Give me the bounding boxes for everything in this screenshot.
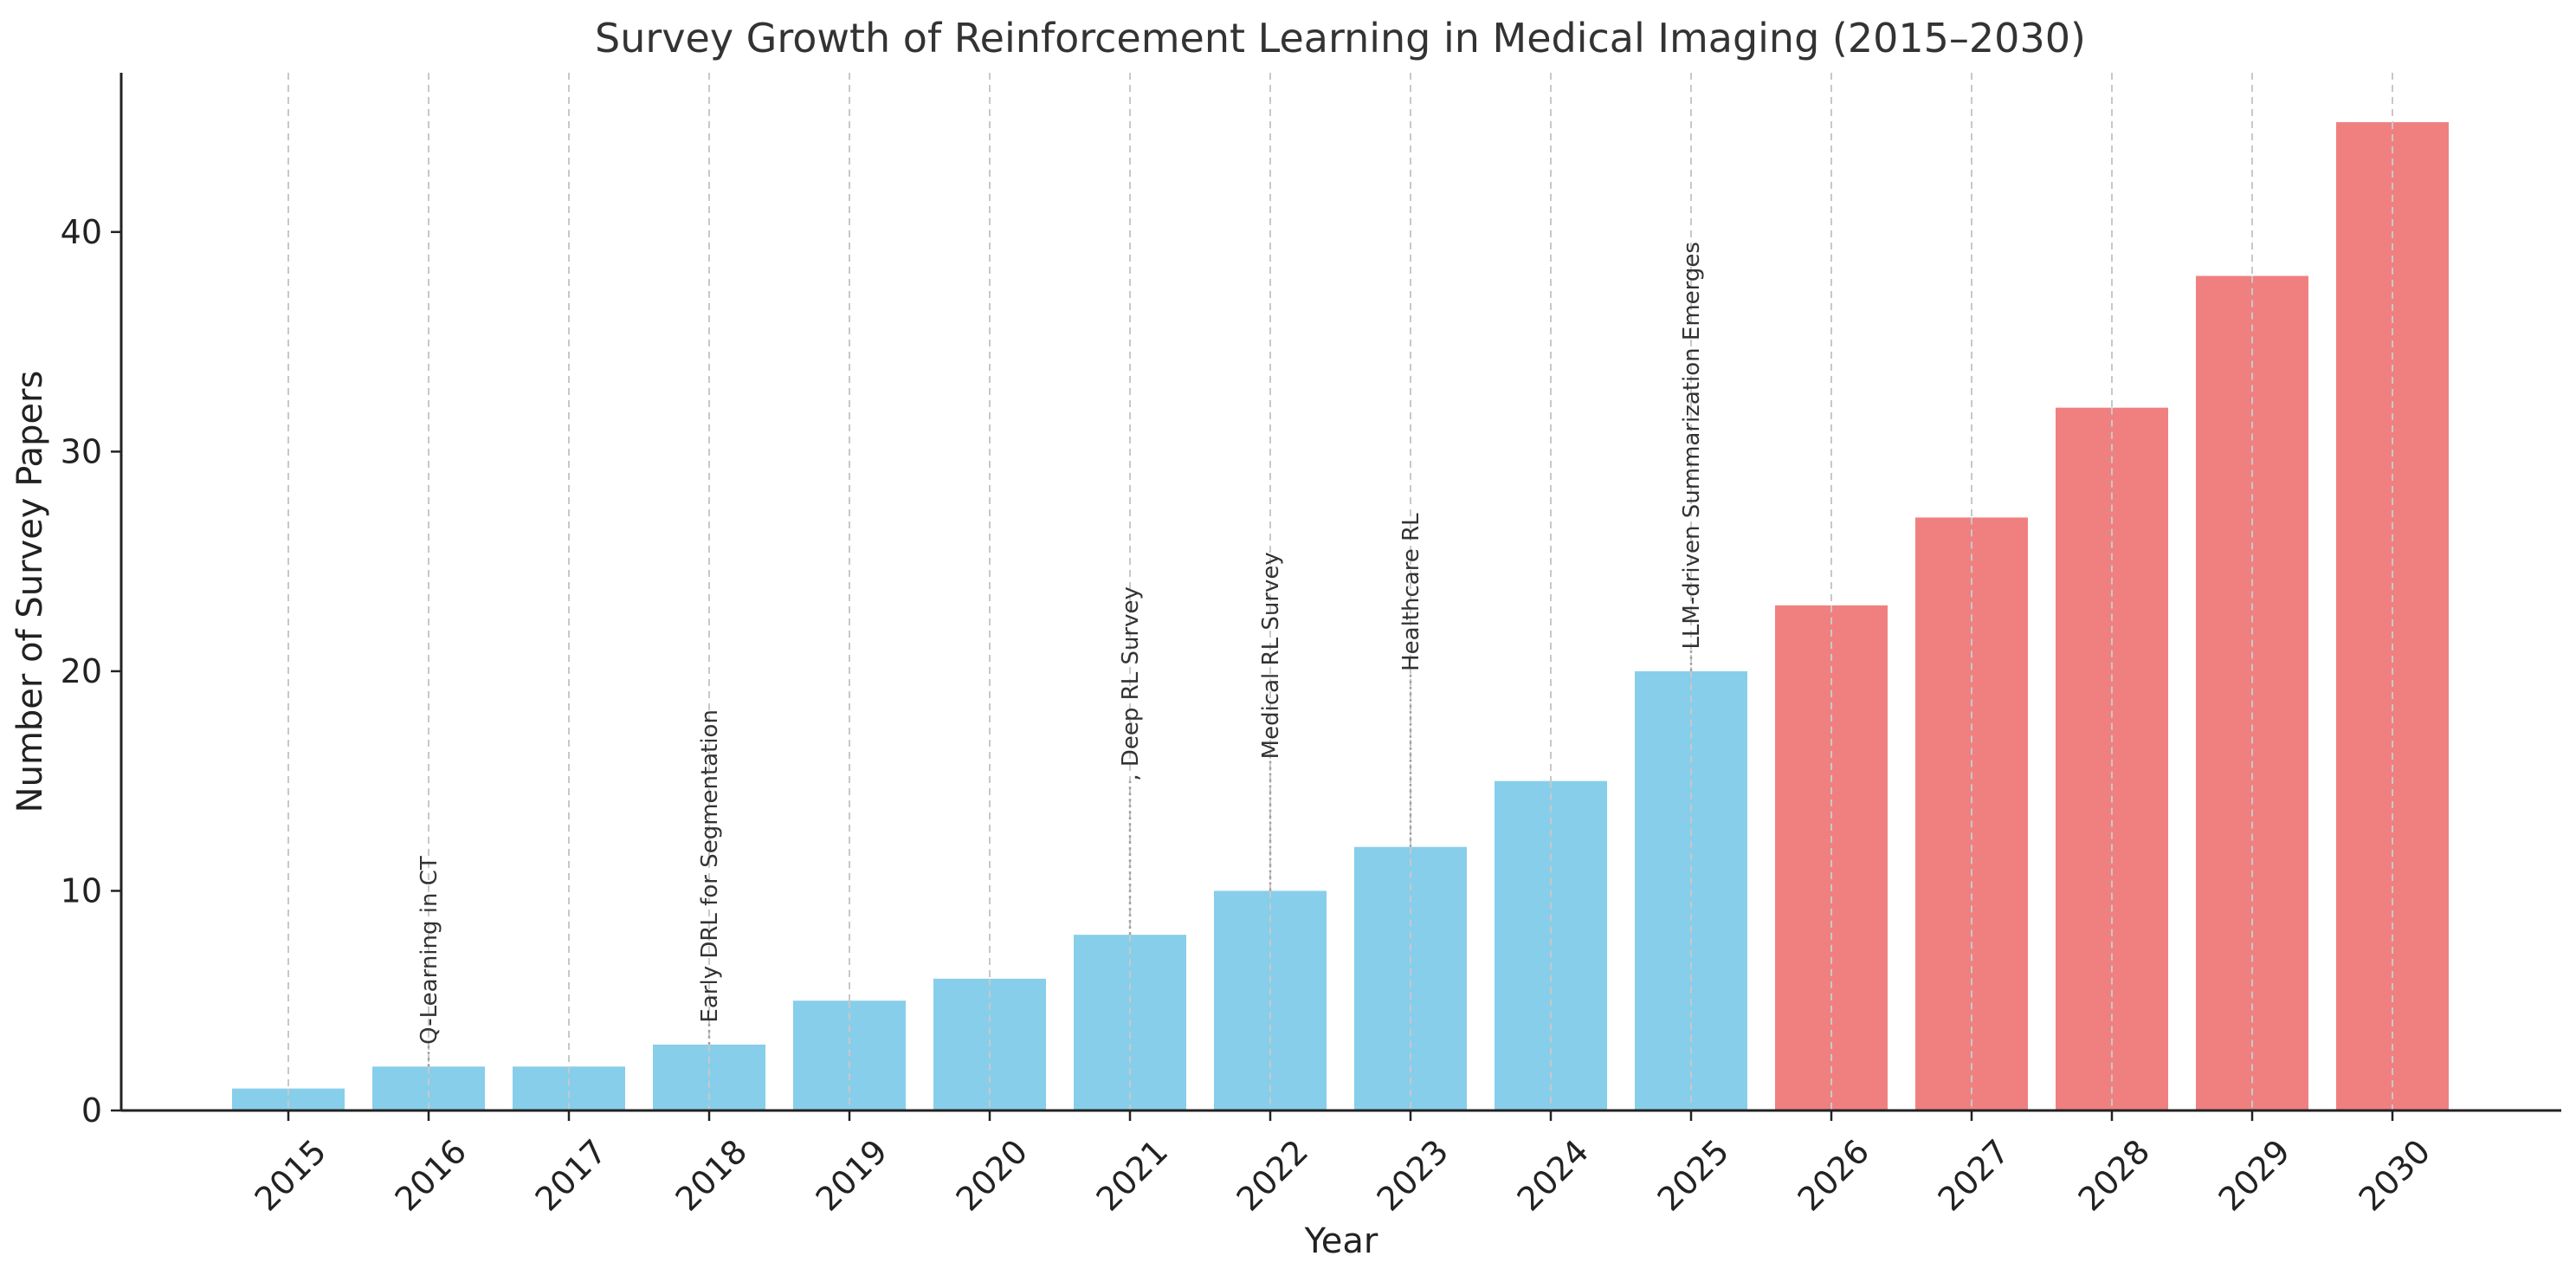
annotation-label: , Deep RL Survey [1118, 586, 1144, 781]
bar-2026 [1775, 605, 1888, 1110]
y-ticks: 0 10 20 30 40 [61, 213, 121, 1130]
x-tick-label: 2018 [668, 1132, 755, 1219]
x-tick-label: 2016 [388, 1132, 475, 1219]
y-tick-label: 0 [81, 1091, 102, 1130]
y-tick-label: 20 [61, 652, 102, 690]
y-axis-label: Number of Survey Papers [10, 371, 50, 813]
x-tick-label: 2015 [248, 1132, 334, 1219]
bar-2030 [2336, 122, 2449, 1111]
annotation-label: Early DRL for Segmentation [697, 709, 723, 1023]
y-tick-label: 40 [61, 213, 102, 251]
x-tick-label: 2022 [1230, 1132, 1316, 1219]
axes [119, 73, 2561, 1112]
y-tick-label: 10 [61, 871, 102, 910]
annotation-label: LLM-driven Summarization Emerges [1679, 242, 1705, 650]
x-tick-label: 2027 [1931, 1132, 2018, 1219]
x-tick-label: 2020 [949, 1132, 1036, 1219]
bars [232, 122, 2449, 1111]
x-tick-label: 2028 [2071, 1132, 2158, 1219]
x-tick-label: 2021 [1089, 1132, 1176, 1219]
x-tick-label: 2017 [528, 1132, 615, 1219]
y-tick-label: 30 [61, 432, 102, 470]
x-tick-label: 2019 [809, 1132, 895, 1219]
x-ticks: 2015 2016 2017 2018 2019 2020 2021 2022 2023 2024… [248, 1110, 2438, 1219]
annotation-label: Q-Learning in CT [416, 856, 442, 1045]
bar-2018 [653, 1044, 765, 1110]
x-axis-label: Year [1304, 1221, 1378, 1261]
x-tick-label: 2023 [1370, 1132, 1456, 1219]
annotation-label: Medical RL Survey [1258, 552, 1284, 759]
annotations: Q-Learning in CT Early DRL for Segmentati… [416, 242, 1705, 1067]
x-tick-label: 2025 [1650, 1132, 1737, 1219]
annotation-label: Healthcare RL [1398, 513, 1424, 671]
x-tick-label: 2026 [1791, 1132, 1877, 1219]
x-tick-label: 2024 [1510, 1132, 1597, 1219]
x-tick-label: 2029 [2211, 1132, 2298, 1219]
chart-title: Survey Growth of Reinforcement Learning … [595, 15, 2086, 62]
x-tick-label: 2030 [2352, 1132, 2438, 1219]
